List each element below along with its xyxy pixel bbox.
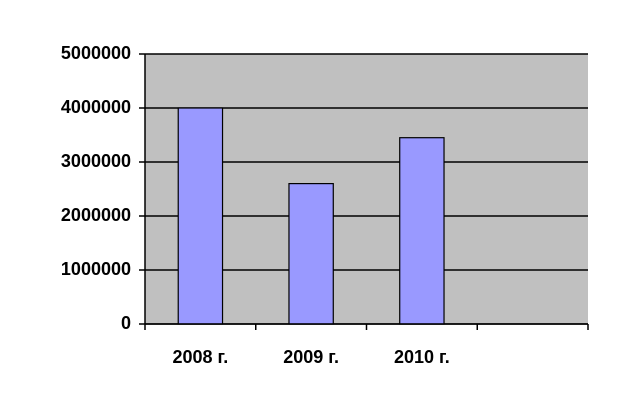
bar	[288, 183, 334, 325]
bar	[177, 107, 224, 325]
x-tick-label: 2008 г.	[173, 347, 229, 367]
y-tick-label: 0	[121, 313, 131, 333]
y-tick-label: 4000000	[61, 97, 131, 117]
y-tick-label: 3000000	[61, 151, 131, 171]
bar	[399, 137, 445, 325]
x-tick-label: 2009 г.	[283, 347, 339, 367]
y-tick-label: 2000000	[61, 205, 131, 225]
y-tick-label: 5000000	[61, 43, 131, 63]
y-tick-label: 1000000	[61, 259, 131, 279]
x-tick-label: 2010 г.	[394, 347, 450, 367]
